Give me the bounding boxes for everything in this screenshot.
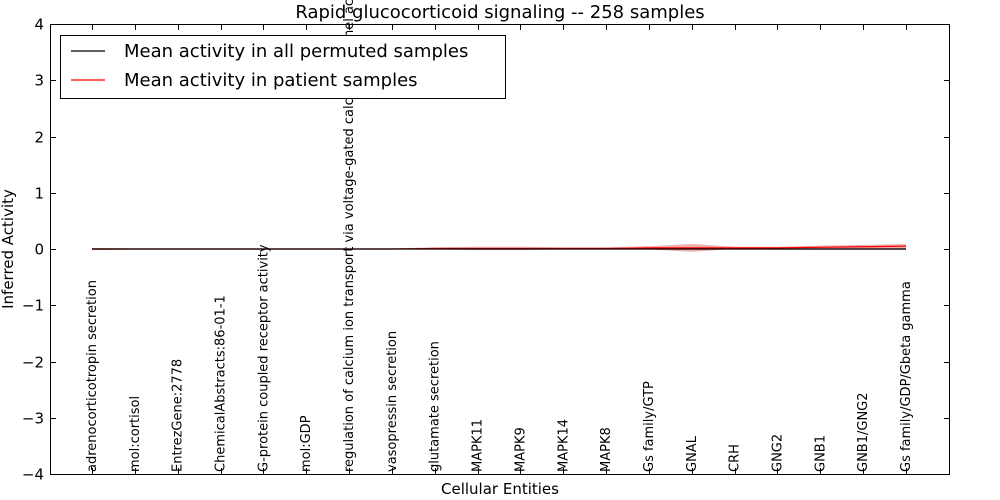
y-tick-label: 3 [34, 72, 44, 90]
x-tick-label: mol:GDP [299, 415, 314, 472]
y-axis-label: Inferred Activity [0, 189, 17, 309]
legend-box [60, 35, 506, 99]
y-tick-label: 4 [34, 16, 44, 34]
x-tick-label: MAPK8 [599, 427, 614, 472]
legend: Mean activity in all permuted samples Me… [60, 35, 506, 99]
legend-label-patient: Mean activity in patient samples [124, 70, 418, 91]
x-tick-label: GNAL [685, 435, 700, 472]
x-tick-label: EntrezGene:2778 [171, 359, 186, 472]
x-tick-label: adrenocorticotropin secretion [85, 280, 100, 472]
x-tick-label: vasopressin secretion [385, 331, 400, 472]
y-tick-label: 2 [34, 129, 44, 147]
x-tick-label: MAPK11 [471, 419, 486, 472]
x-tick-label: MAPK14 [556, 419, 571, 472]
x-tick-label: GNB1/GNG2 [856, 392, 871, 472]
x-axis-label: Cellular Entities [441, 480, 559, 498]
x-tick-label: CRH [728, 444, 743, 472]
plot-frame [50, 24, 950, 475]
x-tick-label: Gs family/GDP/Gbeta gamma [899, 281, 914, 472]
x-tick-labels: adrenocorticotropin secretion mol:cortiso… [85, 0, 914, 472]
y-tick-label: −3 [22, 410, 44, 428]
x-tick-label: MAPK9 [513, 427, 528, 472]
x-tick-label: regulation of calcium ion transport via … [342, 0, 357, 472]
x-tick-label: Gs family/GTP [642, 381, 657, 472]
y-tick-label: 1 [34, 185, 44, 203]
x-tick-label: GNG2 [771, 434, 786, 472]
chart-title: Rapid glucocorticoid signaling -- 258 sa… [295, 2, 704, 23]
legend-label-permuted: Mean activity in all permuted samples [124, 41, 468, 62]
x-tick-label: ChemicalAbstracts:86-01-1 [214, 295, 229, 472]
x-tick-label: glutamate secretion [428, 341, 443, 472]
x-tick-label: mol:cortisol [128, 396, 143, 472]
series-lines [92, 245, 907, 250]
y-tick-label: −4 [22, 466, 44, 484]
axis-ticks: −4 −3 −2 −1 0 1 2 3 4 [22, 16, 950, 484]
y-tick-label: −2 [22, 354, 44, 372]
y-tick-label: 0 [34, 241, 44, 259]
x-tick-label: GNB1 [813, 435, 828, 472]
y-tick-label: −1 [22, 297, 44, 315]
x-tick-label: G-protein coupled receptor activity [256, 244, 271, 472]
